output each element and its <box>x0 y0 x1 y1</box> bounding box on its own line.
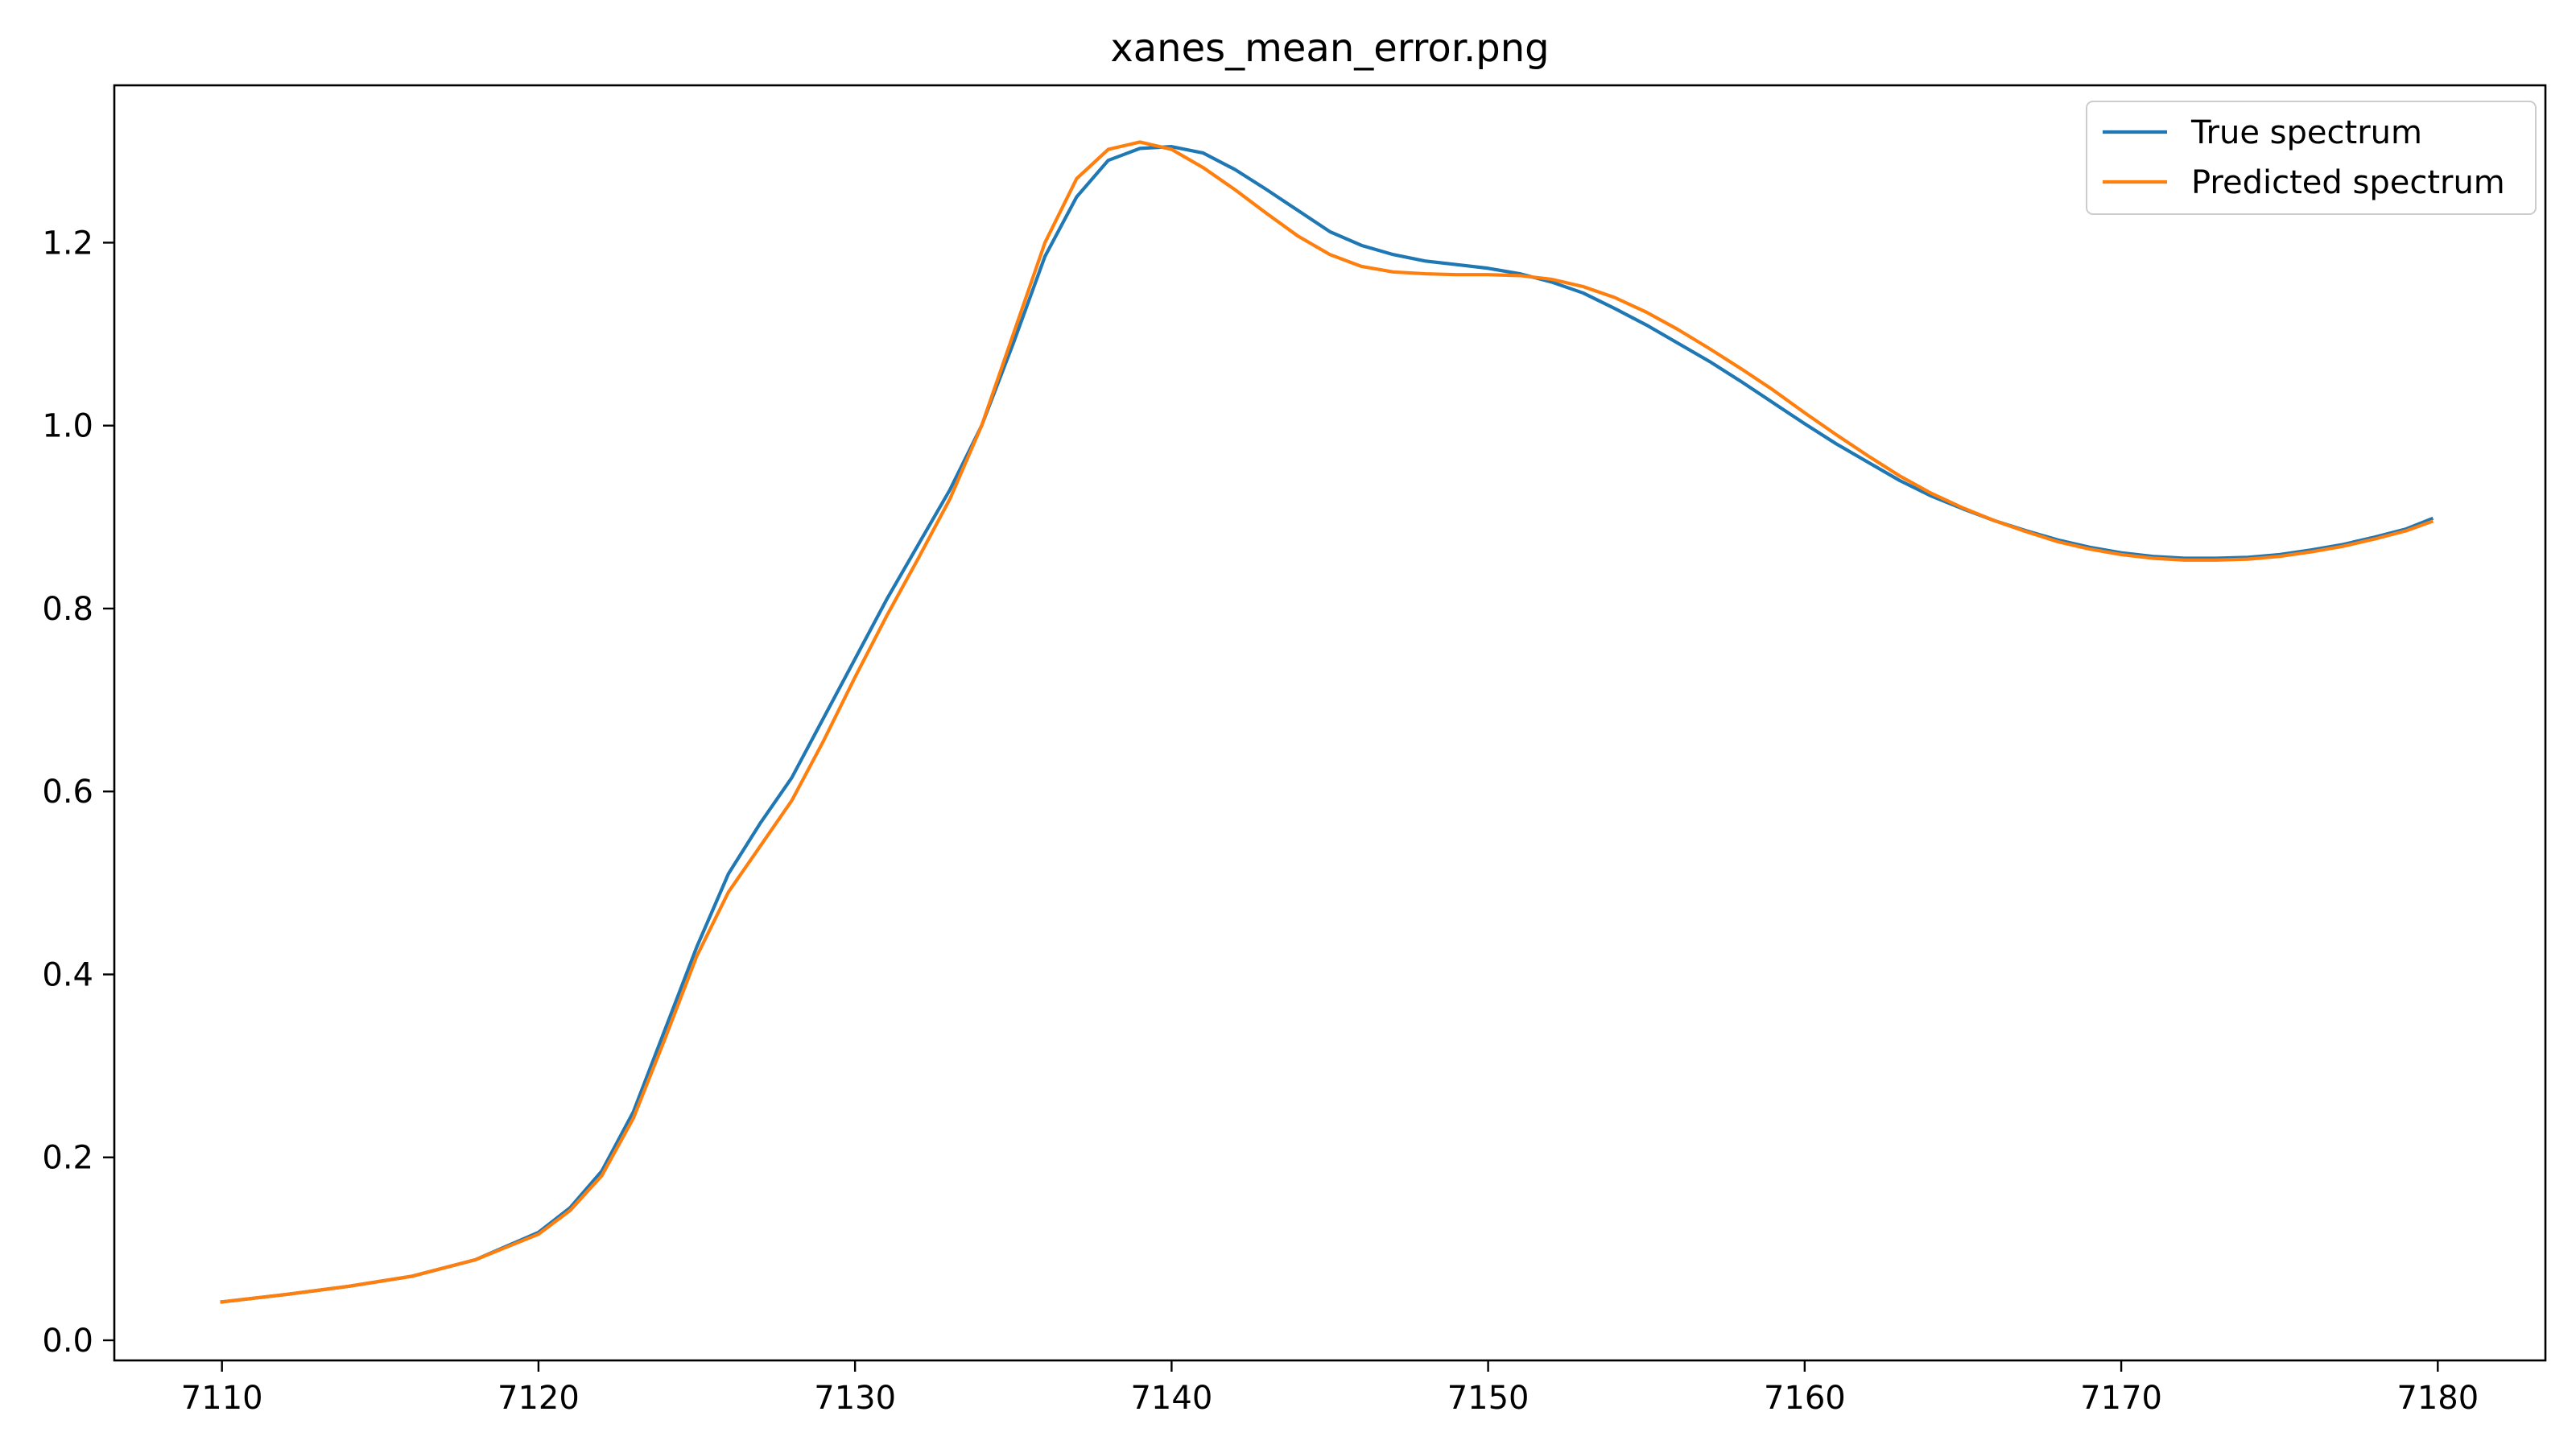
series-layer <box>220 140 2434 1304</box>
x-tick-label: 7180 <box>2396 1380 2479 1417</box>
series-line-0 <box>220 145 2434 1304</box>
y-tick-label: 0.4 <box>42 956 93 993</box>
x-tick-label: 7140 <box>1130 1380 1212 1417</box>
y-tick-label: 1.2 <box>42 225 93 262</box>
legend-box <box>2086 101 2537 215</box>
plot-frame <box>113 84 2547 1362</box>
y-tick-label: 0.8 <box>42 591 93 628</box>
ticks-layer: 7110 7120 7130 7140 7150 7160 7170 7180 0.0 0.2 0.… <box>42 225 2479 1417</box>
legend-label-0: True spectrum <box>2190 114 2422 151</box>
y-tick-label: 1.0 <box>42 408 93 445</box>
series-line-1 <box>220 140 2434 1304</box>
x-tick-label: 7110 <box>181 1380 263 1417</box>
x-tick-label: 7120 <box>497 1380 580 1417</box>
y-tick-label: 0.2 <box>42 1140 93 1177</box>
x-tick-label: 7170 <box>2080 1380 2162 1417</box>
legend-label-1: Predicted spectrum <box>2191 164 2505 201</box>
x-tick-label: 7150 <box>1447 1380 1530 1417</box>
chart-title: xanes_mean_error.png <box>1110 26 1549 71</box>
x-tick-label: 7160 <box>1764 1380 1846 1417</box>
y-tick-label: 0.6 <box>42 774 93 811</box>
y-tick-label: 0.0 <box>42 1323 93 1360</box>
legend: True spectrum Predicted spectrum <box>2086 101 2537 215</box>
x-tick-label: 7130 <box>814 1380 896 1417</box>
